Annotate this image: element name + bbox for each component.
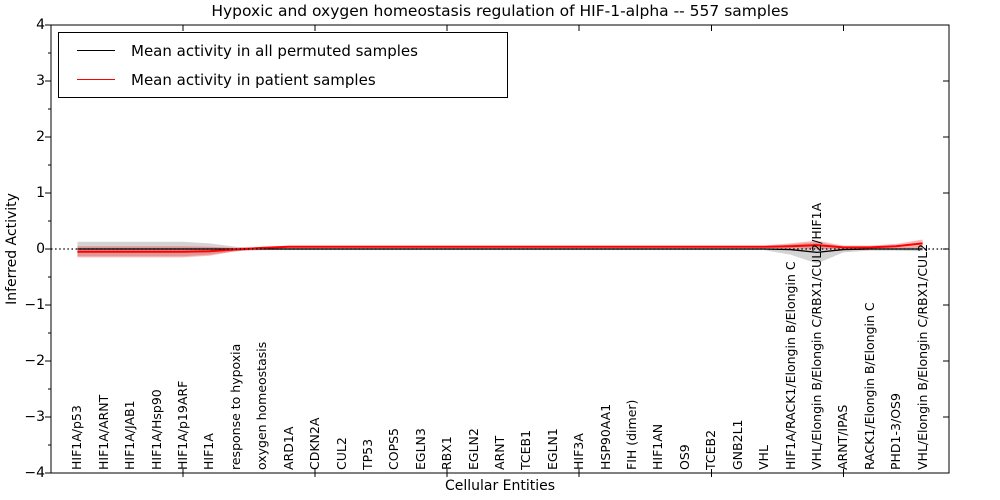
legend-line-swatch-icon <box>77 50 115 51</box>
legend-label: Mean activity in patient samples <box>131 70 376 89</box>
x-tick-label: HIF1A/ARNT <box>95 394 111 470</box>
y-tick-label: −4 <box>24 465 45 481</box>
chart-title: Hypoxic and oxygen homeostasis regulatio… <box>211 2 789 20</box>
x-tick-label: ARNT <box>492 435 507 470</box>
x-tick-label: OS9 <box>676 444 692 470</box>
x-tick-label: oxygen homeostasis <box>254 341 270 470</box>
y-tick-label: 0 <box>36 241 45 257</box>
y-tick-label: −3 <box>24 409 45 425</box>
x-tick-label: PHD1-3/OS9 <box>888 393 904 470</box>
x-tick-label: TP53 <box>359 438 375 470</box>
x-tick-label: VHL <box>756 445 772 470</box>
x-tick-label: HIF1A/JAB1 <box>122 400 138 470</box>
y-tick-label: 3 <box>36 73 45 89</box>
x-axis-label: Cellular Entities <box>444 478 556 494</box>
y-tick-label: −1 <box>24 297 45 313</box>
x-tick-label: CDKN2A <box>307 417 323 470</box>
x-tick-label: HIF1A/p19ARF <box>175 380 191 470</box>
legend-item: Mean activity in patient samples <box>59 69 507 91</box>
x-tick-label: HIF1A <box>201 433 217 470</box>
x-tick-label: HIF1A/p53 <box>69 405 85 470</box>
x-tick-label: EGLN1 <box>544 428 560 470</box>
x-tick-label: response to hypoxia <box>227 343 243 470</box>
x-tick-label: ARNT/IPAS <box>835 404 851 470</box>
legend-line-swatch-icon <box>77 79 115 80</box>
x-tick-label: GNB2L1 <box>729 419 745 470</box>
x-tick-label: FIH (dimer) <box>624 399 640 470</box>
x-tick-label: EGLN3 <box>412 428 428 470</box>
x-tick-label: RBX1 <box>439 436 455 470</box>
y-tick-label: 4 <box>36 17 45 33</box>
legend-item: Mean activity in all permuted samples <box>59 40 507 62</box>
y-tick-label: 2 <box>36 129 45 145</box>
series-line-1 <box>77 242 923 253</box>
x-tick-label: TCEB2 <box>703 429 719 470</box>
x-tick-label: VHL/Elongin B/Elongin C/RBX1/CUL2/HIF1A <box>808 202 824 470</box>
x-tick-label: COPS5 <box>386 428 402 470</box>
y-tick-label: 1 <box>36 185 45 201</box>
x-tick-label: HIF1AN <box>650 423 666 470</box>
y-tick-label: −2 <box>24 353 45 369</box>
x-tick-label: ARD1A <box>280 426 296 470</box>
x-tick-label: HIF1A/RACK1/Elongin B/Elongin C <box>782 261 798 470</box>
series-band-0 <box>77 241 923 264</box>
x-tick-label: TCEB1 <box>518 429 534 470</box>
x-tick-label: RACK1/Elongin B/Elongin C <box>861 302 877 470</box>
x-tick-label: HIF1A/Hsp90 <box>148 389 164 470</box>
x-tick-label: HIF3A <box>571 433 587 470</box>
x-tick-label: HSP90AA1 <box>597 403 613 470</box>
legend-label: Mean activity in all permuted samples <box>131 41 418 60</box>
x-tick-label: EGLN2 <box>465 428 481 470</box>
legend: Mean activity in all permuted samples Mea… <box>58 32 508 98</box>
x-tick-label: VHL/Elongin B/Elongin C/RBX1/CUL2 <box>914 243 930 470</box>
x-tick-label: CUL2 <box>333 437 349 470</box>
